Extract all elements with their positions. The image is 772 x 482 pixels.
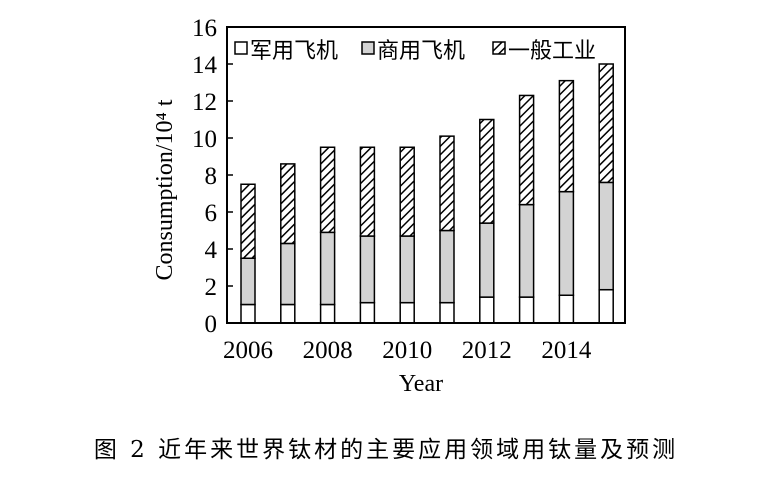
legend-swatch [234,41,248,55]
bar-2009-series-0 [359,301,376,324]
bar-2014-series-0 [558,294,575,324]
bar-2011-series-1 [439,229,455,304]
bar-2008-series-1 [319,231,336,306]
bar-2011-series-0 [439,301,455,324]
bar-2006-series-2 [240,183,256,259]
legend: 军用飞机 商用飞机 一般工业 [234,39,596,64]
bar-2013-series-0 [518,296,535,324]
bar-2014-series-1 [558,190,575,296]
bar-2007-series-1 [280,242,296,306]
x-tick-label: 2008 [303,337,353,364]
bar-2012-series-1 [479,222,495,298]
bar-2011-series-2 [439,135,455,232]
bar-2010-series-2 [399,146,415,237]
bar-2007-series-2 [280,163,296,245]
bar-2014-series-2 [558,79,575,193]
y-tick-label: 2 [205,274,218,301]
legend-swatch [361,41,375,55]
y-tick-label: 14 [192,52,218,79]
bar-2010-series-1 [399,235,415,304]
bar-2013-series-1 [518,203,535,298]
y-tick-label: 16 [192,15,217,42]
y-tick-label: 4 [205,237,218,264]
bar-2006-series-1 [240,257,256,306]
y-tick-label: 12 [192,89,217,116]
legend-label: 一般工业 [508,39,596,64]
bar-2006-series-0 [240,303,256,324]
bar-2012-series-0 [479,296,495,324]
y-tick-label: 6 [205,200,218,227]
bar-2015-series-1 [598,181,614,291]
legend-swatch [492,41,506,55]
bar-2009-series-1 [359,235,376,304]
y-axis-label: Consumption/10⁴ t [152,99,178,280]
x-tick-label: 2010 [382,337,432,364]
legend-label: 军用飞机 [250,39,338,64]
legend-label: 商用飞机 [377,39,465,64]
bar-2009-series-2 [359,146,376,237]
bar-2010-series-0 [399,301,415,324]
bar-2008-series-2 [319,146,336,234]
x-tick-label: 2014 [541,337,592,364]
y-tick-label: 10 [192,126,217,153]
x-axis-label: Year [399,371,443,397]
bar-2007-series-0 [280,303,296,324]
bar-2013-series-2 [518,94,535,206]
bar-2012-series-2 [479,118,495,224]
bar-2015-series-0 [598,288,614,324]
x-tick-label: 2006 [223,337,273,364]
bar-2008-series-0 [319,303,336,324]
y-tick-label: 0 [205,311,218,338]
y-tick-label: 8 [205,163,218,190]
figure-caption: 图 2 近年来世界钛材的主要应用领域用钛量及预测 [93,437,679,463]
x-tick-label: 2012 [462,337,512,364]
bar-2015-series-2 [598,63,614,184]
